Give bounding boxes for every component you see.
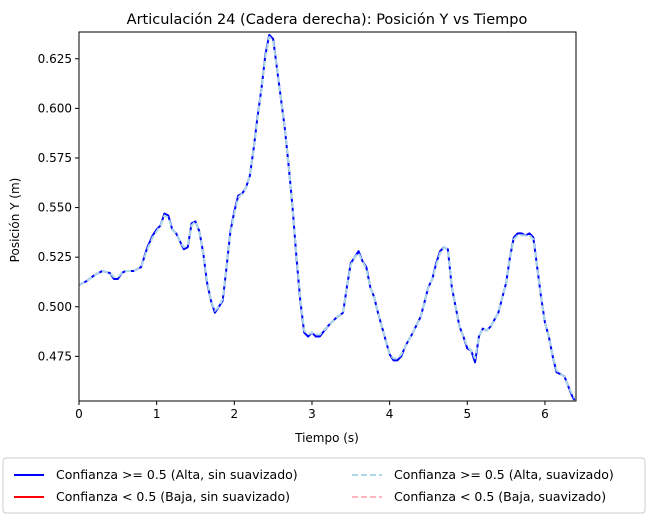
y-tick-label: 0.600 <box>38 101 72 115</box>
legend-label-3: Confianza >= 0.5 (Alta, suavizado) <box>394 467 614 482</box>
y-tick-label: 0.575 <box>38 151 72 165</box>
y-axis-label: Posición Y (m) <box>8 178 22 263</box>
x-tick-label: 3 <box>308 407 316 421</box>
series-line-3 <box>79 35 576 399</box>
plot-area <box>78 31 577 402</box>
legend-label-2: Confianza < 0.5 (Baja, sin suavizado) <box>56 489 290 504</box>
plot-background <box>79 32 576 401</box>
x-tick-label: 5 <box>463 407 471 421</box>
y-tick-label: 0.500 <box>38 300 72 314</box>
legend: Confianza >= 0.5 (Alta, sin suavizado) Co… <box>2 457 646 514</box>
y-tick-label: 0.550 <box>38 201 72 215</box>
y-axis-ticks: 0.475 0.500 0.525 0.550 0.575 0.600 0.625 <box>38 52 79 363</box>
legend-frame <box>2 457 646 514</box>
x-tick-label: 0 <box>75 407 83 421</box>
chart-title: Articulación 24 (Cadera derecha): Posici… <box>127 12 528 28</box>
x-axis-ticks: 0 1 2 3 4 5 6 <box>75 401 549 421</box>
y-tick-label: 0.475 <box>38 349 72 363</box>
legend-label-4: Confianza < 0.5 (Baja, suavizado) <box>394 489 606 504</box>
legend-label-1: Confianza >= 0.5 (Alta, sin suavizado) <box>56 467 298 482</box>
x-axis-label: Tiempo (s) <box>294 431 359 445</box>
plot-frame <box>78 31 577 402</box>
y-tick-label: 0.525 <box>38 250 72 264</box>
x-tick-label: 4 <box>386 407 394 421</box>
x-tick-label: 1 <box>153 407 161 421</box>
y-tick-label: 0.625 <box>38 52 72 66</box>
x-tick-label: 6 <box>541 407 549 421</box>
x-tick-label: 2 <box>230 407 238 421</box>
series-layer <box>79 33 576 401</box>
